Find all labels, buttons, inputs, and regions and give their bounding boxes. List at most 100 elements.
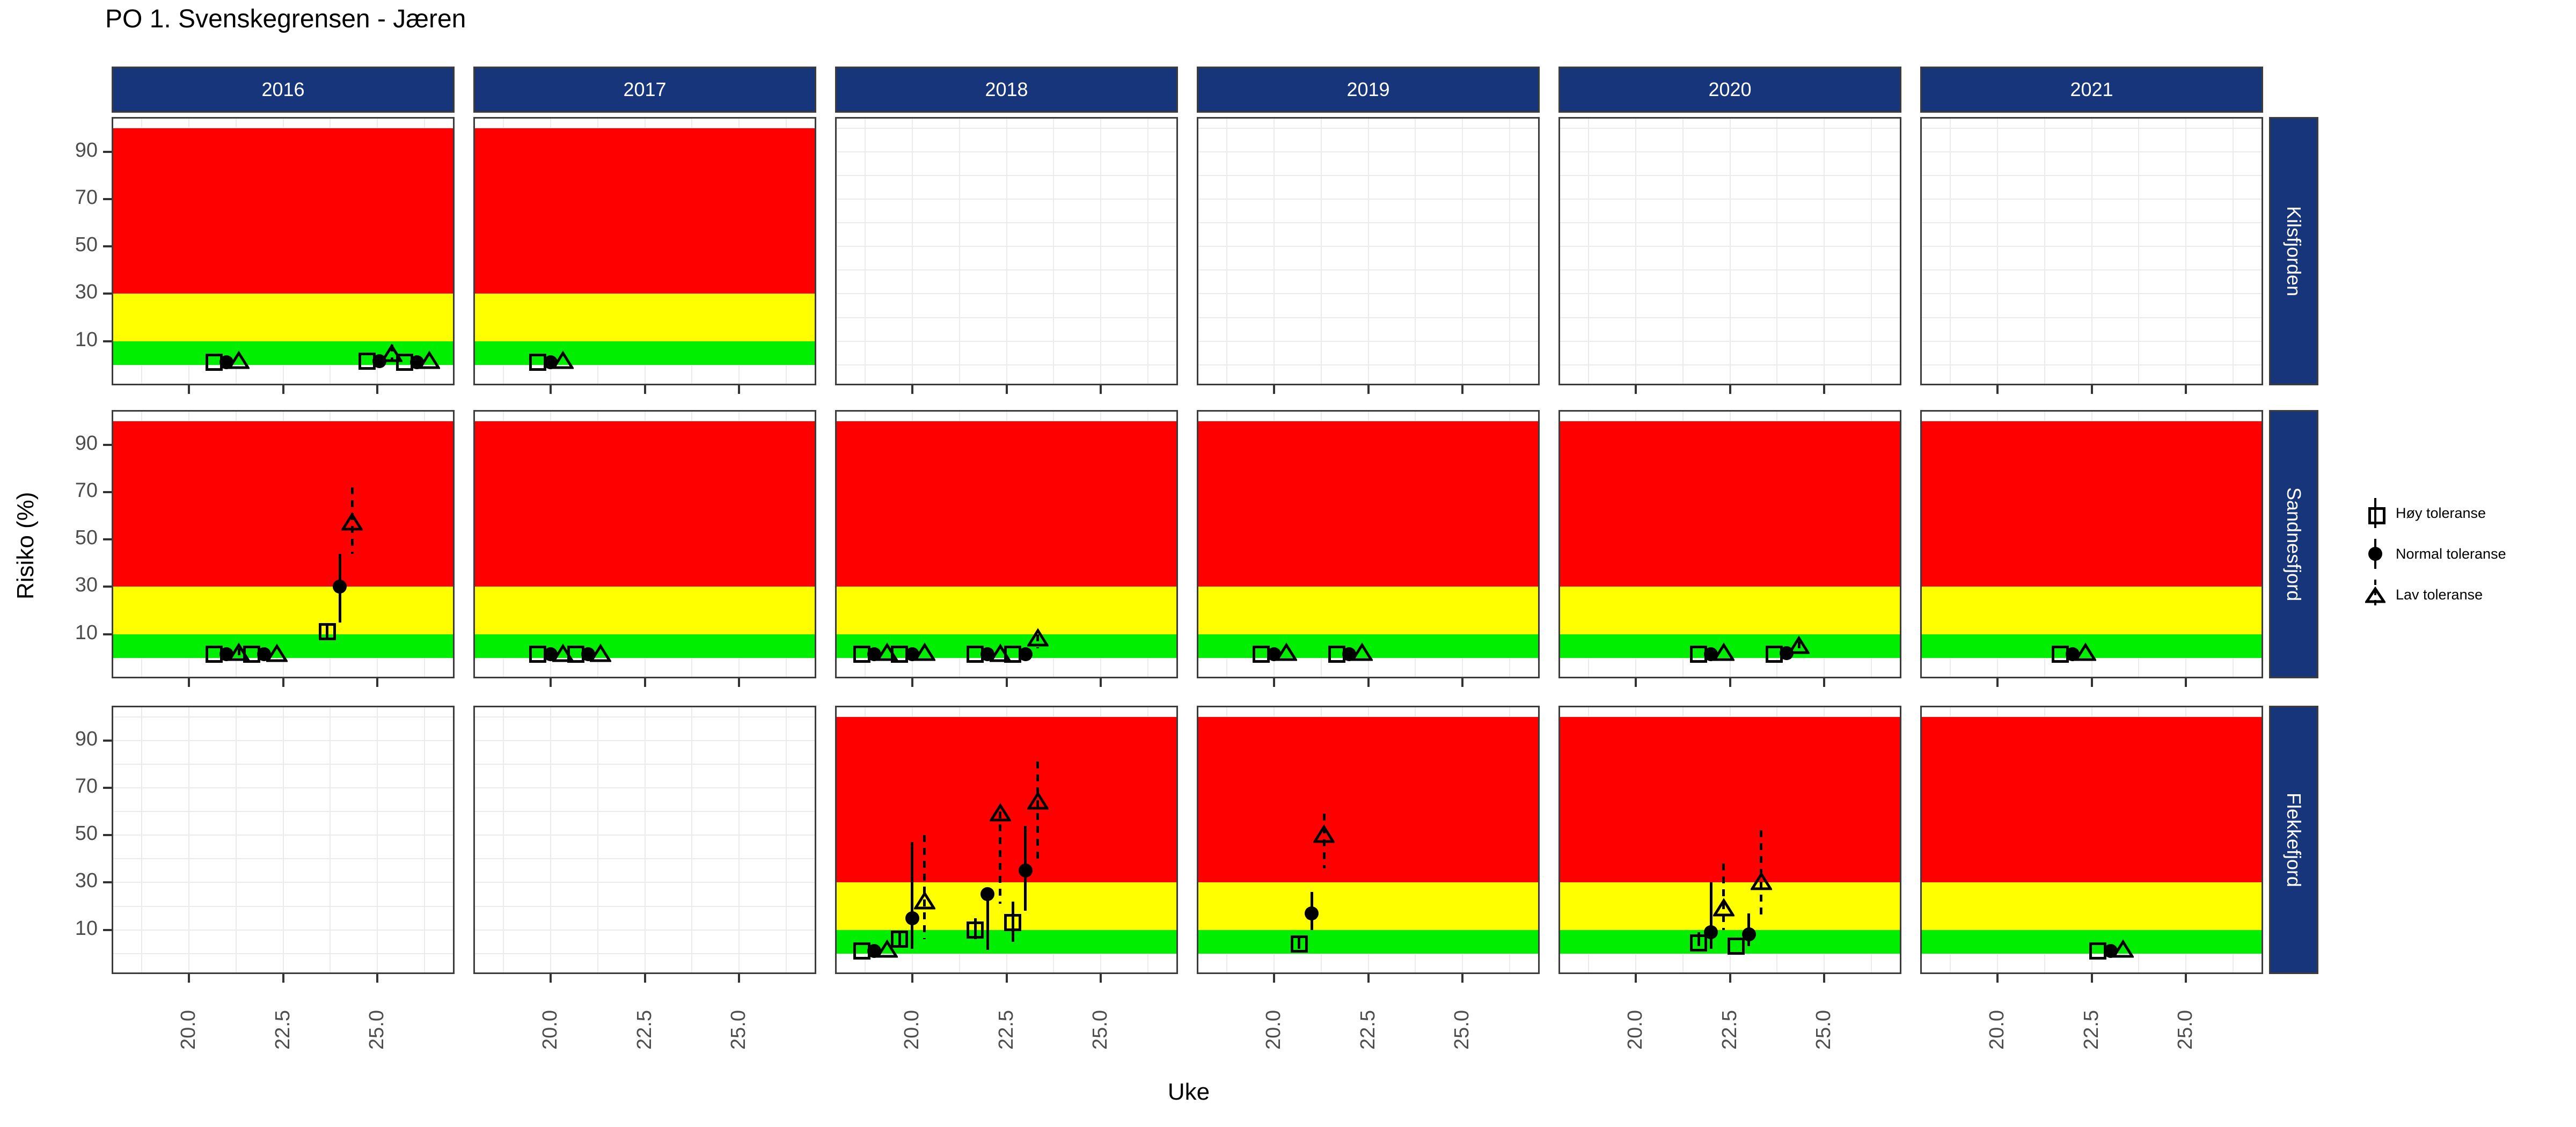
gridline-vertical (188, 707, 189, 972)
risk-band-red (1560, 421, 1900, 587)
facet-panel-Flekkefjord-2019 (1197, 706, 1540, 974)
x-axis-tick (282, 385, 284, 394)
errorbar-normal (986, 892, 989, 950)
gridline-vertical (1462, 119, 1463, 384)
x-axis-tick (1272, 385, 1275, 394)
point-normal-toleranse (333, 580, 347, 594)
facet-column-header-2016: 2016 (112, 67, 455, 113)
point-hoy-toleranse (1004, 914, 1022, 932)
y-axis-tick (103, 633, 112, 635)
point-lav-toleranse (1713, 898, 1735, 917)
risk-band-yellow (475, 294, 815, 341)
x-tick-label: 20.0 (538, 1010, 561, 1050)
errorbar-lav (1036, 634, 1040, 649)
y-tick-label: 90 (75, 431, 98, 455)
y-tick-label: 30 (75, 281, 98, 304)
gridline-vertical (282, 707, 284, 972)
point-hoy-toleranse (1690, 934, 1708, 952)
x-axis-tick (1996, 678, 1999, 687)
y-axis-tick (103, 443, 112, 446)
facet-row-strip-Sandnesfjord: Sandnesfjord (2269, 410, 2318, 678)
x-axis-tick (1461, 385, 1464, 394)
x-tick-label: 25.0 (365, 1010, 389, 1050)
facet-panel-Flekkefjord-2016 (112, 706, 455, 974)
y-axis-tick (103, 786, 112, 789)
point-lav-toleranse (1313, 824, 1335, 843)
x-axis-tick (282, 678, 284, 687)
x-axis-tick (2185, 385, 2187, 394)
y-tick-label: 90 (75, 138, 98, 162)
point-lav-toleranse (266, 643, 288, 662)
x-axis-tick (549, 385, 552, 394)
point-lav-toleranse (1275, 642, 1297, 661)
x-tick-label: 25.0 (2174, 1010, 2197, 1050)
risk-band-red (475, 421, 815, 587)
y-tick-label: 50 (75, 822, 98, 845)
gridline-vertical (691, 707, 693, 972)
x-tick-label: 25.0 (1812, 1010, 1835, 1050)
x-tick-label: 22.5 (1718, 1010, 1741, 1050)
point-hoy-toleranse (1728, 938, 1745, 955)
gridline-vertical (1320, 119, 1322, 384)
gridline-vertical (864, 119, 866, 384)
risk-band-red (475, 128, 815, 294)
gridline-vertical (550, 707, 551, 972)
risk-band-green (113, 634, 453, 658)
y-axis-tick (103, 197, 112, 200)
gridline-vertical (1509, 119, 1511, 384)
y-tick-label: 10 (75, 328, 98, 351)
x-axis-tick (1272, 678, 1275, 687)
risk-band-red (1198, 421, 1538, 587)
y-tick-label: 90 (75, 727, 98, 750)
gridline-vertical (1587, 119, 1589, 384)
facet-panel-Sandnesfjord-2017 (473, 410, 816, 678)
x-axis-tick (1100, 974, 1102, 983)
facet-panel-Sandnesfjord-2018 (835, 410, 1178, 678)
risk-band-red (1198, 716, 1538, 883)
x-tick-label: 20.0 (1262, 1010, 1285, 1050)
y-axis-tick (103, 340, 112, 342)
x-axis-tick (549, 974, 552, 983)
x-tick-label: 22.5 (994, 1010, 1018, 1050)
y-axis-tick (103, 834, 112, 837)
x-axis-tick (1634, 974, 1637, 983)
point-lav-toleranse (590, 643, 612, 662)
x-axis-tick (376, 678, 379, 687)
x-tick-label: 20.0 (1623, 1010, 1646, 1050)
point-normal-toleranse (1305, 906, 1319, 920)
facet-panel-Kilsfjorden-2019 (1197, 117, 1540, 385)
errorbar-lav (237, 648, 240, 656)
gridline-vertical (1273, 119, 1275, 384)
risk-band-green (475, 634, 815, 658)
gridline-vertical (377, 707, 378, 972)
x-axis-tick (187, 974, 190, 983)
y-tick-label: 70 (75, 186, 98, 209)
risk-band-red (1922, 421, 2262, 587)
legend-label: Normal toleranse (2396, 545, 2506, 562)
facet-panel-Flekkefjord-2017 (473, 706, 816, 974)
gridline-vertical (1729, 119, 1731, 384)
gridline-vertical (2185, 119, 2187, 384)
legend-item-lav-toleranse: Lav toleranse (2360, 574, 2506, 615)
errorbar-hoy (898, 932, 901, 947)
risk-band-green (475, 341, 815, 365)
risk-band-yellow (1922, 882, 2262, 930)
point-hoy-toleranse (1290, 935, 1308, 953)
gridline-vertical (235, 707, 237, 972)
x-axis-tick (376, 385, 379, 394)
point-lav-toleranse (341, 512, 363, 531)
x-axis-tick (1367, 385, 1370, 394)
gridline-vertical (1996, 119, 1998, 384)
point-lav-toleranse (2112, 939, 2134, 958)
x-axis-tick (187, 678, 190, 687)
point-normal-toleranse (980, 887, 995, 902)
errorbar-lav (1036, 762, 1040, 859)
gridline-vertical (1147, 119, 1149, 384)
y-tick-label: 30 (75, 869, 98, 892)
risk-band-red (837, 716, 1176, 883)
x-tick-label: 25.0 (727, 1010, 750, 1050)
square-pointrange-icon (2360, 494, 2390, 532)
x-axis-tick (2090, 678, 2093, 687)
x-axis-tick (1367, 678, 1370, 687)
point-lav-toleranse (913, 642, 935, 661)
